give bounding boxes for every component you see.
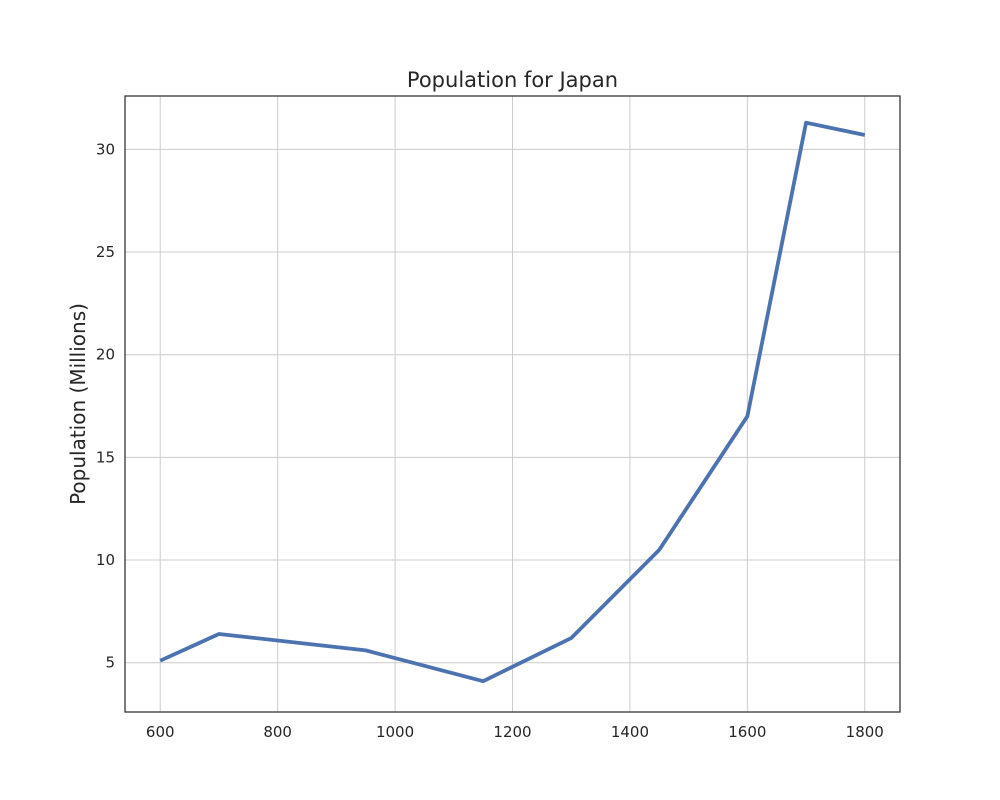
data-point (659, 549, 660, 550)
y-axis-label: Population (Millions) (66, 303, 90, 505)
data-point (864, 135, 865, 136)
y-tick-label: 30 (96, 140, 115, 158)
grid (125, 96, 900, 712)
x-tick-label: 1400 (611, 723, 649, 741)
data-point (483, 681, 484, 682)
x-tick-label: 1800 (846, 723, 884, 741)
x-tick-labels: 600 800 1000 1200 1400 1600 1800 (146, 723, 884, 741)
data-point (218, 633, 219, 634)
y-tick-label: 5 (105, 654, 115, 672)
y-tick-label: 20 (96, 346, 115, 364)
data-point (806, 122, 807, 123)
plot-frame (124, 95, 901, 713)
data-point (365, 650, 366, 651)
x-tick-label: 1200 (493, 723, 531, 741)
x-tick-label: 800 (263, 723, 292, 741)
series-layer (159, 120, 866, 684)
series-line (159, 120, 866, 684)
data-point (160, 660, 161, 661)
data-point (571, 638, 572, 639)
x-tick-label: 1000 (376, 723, 414, 741)
x-tick-label: 600 (146, 723, 175, 741)
y-tick-label: 25 (96, 243, 115, 261)
data-point (747, 416, 748, 417)
x-tick-label: 1600 (728, 723, 766, 741)
y-tick-label: 10 (96, 551, 115, 569)
chart-title: Population for Japan (407, 68, 618, 92)
y-tick-label: 15 (96, 448, 115, 466)
y-tick-labels: 5 10 15 20 25 30 (96, 140, 115, 671)
